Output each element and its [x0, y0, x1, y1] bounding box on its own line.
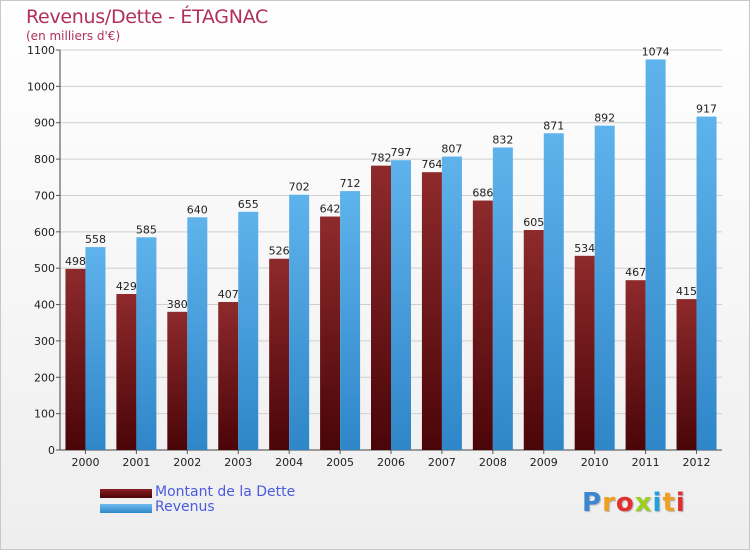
bar-dette — [218, 302, 239, 450]
y-tick-label: 800 — [34, 153, 55, 166]
data-label-dette: 498 — [65, 255, 86, 268]
bar-revenus — [543, 133, 564, 451]
data-label-revenus: 558 — [85, 233, 106, 246]
logo-letter: t — [662, 488, 676, 518]
data-label-revenus: 712 — [340, 177, 361, 190]
data-label-revenus: 871 — [543, 119, 564, 132]
y-tick-label: 600 — [34, 226, 55, 239]
y-tick-label: 1000 — [27, 80, 55, 93]
logo-letter: r — [602, 488, 616, 518]
data-label-dette: 407 — [218, 288, 239, 301]
data-label-dette: 380 — [167, 298, 188, 311]
data-label-dette: 642 — [320, 203, 341, 216]
data-label-dette: 782 — [371, 152, 392, 165]
x-tick-label: 2000 — [71, 456, 99, 469]
x-tick-label: 2010 — [581, 456, 609, 469]
data-label-revenus: 640 — [187, 203, 208, 216]
x-tick-label: 2006 — [377, 456, 405, 469]
bar-dette — [65, 268, 86, 450]
bar-revenus — [391, 160, 411, 450]
bar-revenus — [85, 247, 106, 450]
x-tick-label: 2009 — [530, 456, 558, 469]
x-tick-label: 2012 — [683, 456, 711, 469]
bar-dette — [625, 280, 646, 450]
bar-dette — [472, 200, 493, 450]
legend-swatch-dette — [100, 489, 152, 498]
bar-revenus — [238, 211, 259, 450]
y-tick-label: 700 — [34, 189, 55, 202]
y-tick-label: 100 — [34, 408, 55, 421]
bar-dette — [269, 258, 290, 450]
bar-dette — [371, 165, 391, 451]
x-tick-label: 2001 — [122, 456, 150, 469]
legend-label-dette: Montant de la Dette — [155, 484, 296, 500]
data-label-revenus: 892 — [594, 112, 615, 125]
bar-dette — [167, 311, 188, 450]
bar-revenus — [645, 59, 666, 451]
bar-dette — [116, 294, 137, 450]
logo-letter: i — [675, 488, 686, 518]
data-label-dette: 467 — [625, 266, 646, 279]
chart-title: Revenus/Dette - ÉTAGNAC — [26, 6, 268, 28]
x-tick-label: 2005 — [326, 456, 354, 469]
logo-letter: o — [615, 488, 635, 518]
bar-revenus — [136, 237, 157, 450]
bar-revenus — [289, 194, 310, 450]
data-label-revenus: 1074 — [642, 45, 670, 58]
y-tick-label: 900 — [34, 117, 55, 130]
bar-revenus — [187, 217, 208, 450]
logo-letter: P — [582, 488, 603, 518]
legend-swatch-revenus — [100, 504, 152, 513]
y-tick-label: 300 — [34, 335, 55, 348]
data-label-dette: 534 — [574, 242, 595, 255]
bar-dette — [421, 172, 442, 450]
x-tick-label: 2004 — [275, 456, 303, 469]
y-tick-label: 200 — [34, 371, 55, 384]
x-tick-label: 2008 — [479, 456, 507, 469]
data-label-revenus: 797 — [391, 146, 412, 159]
data-label-revenus: 832 — [492, 133, 513, 146]
bar-revenus — [594, 125, 615, 451]
y-tick-label: 400 — [34, 299, 55, 312]
legend-label-revenus: Revenus — [155, 499, 215, 515]
bar-dette — [676, 299, 697, 450]
chart-subtitle: (en milliers d'€) — [26, 29, 121, 43]
logo-letter: i — [652, 488, 663, 518]
data-label-dette: 429 — [116, 280, 137, 293]
data-label-dette: 764 — [421, 158, 442, 171]
bar-dette — [523, 230, 544, 450]
y-tick-label: 1100 — [27, 44, 55, 57]
bar-dette — [320, 216, 341, 450]
x-tick-label: 2002 — [173, 456, 201, 469]
bar-revenus — [340, 191, 361, 450]
data-label-revenus: 807 — [441, 143, 462, 156]
y-tick-label: 500 — [34, 262, 55, 275]
bar-dette — [574, 255, 595, 450]
logo-letter: x — [634, 488, 653, 518]
bar-revenus — [441, 156, 462, 450]
data-label-revenus: 655 — [238, 198, 259, 211]
data-label-dette: 686 — [472, 187, 493, 200]
data-label-dette: 605 — [523, 216, 544, 229]
data-label-dette: 415 — [676, 285, 697, 298]
bar-revenus — [492, 147, 513, 451]
y-tick-label: 0 — [48, 444, 55, 457]
x-tick-label: 2003 — [224, 456, 252, 469]
proxiti-logo: Proxiti — [582, 488, 686, 518]
x-tick-label: 2007 — [428, 456, 456, 469]
data-label-revenus: 585 — [136, 223, 157, 236]
x-tick-label: 2011 — [632, 456, 660, 469]
bar-revenus — [696, 116, 717, 450]
data-label-revenus: 702 — [289, 181, 310, 194]
data-label-revenus: 917 — [696, 103, 717, 116]
data-label-dette: 526 — [269, 245, 290, 258]
